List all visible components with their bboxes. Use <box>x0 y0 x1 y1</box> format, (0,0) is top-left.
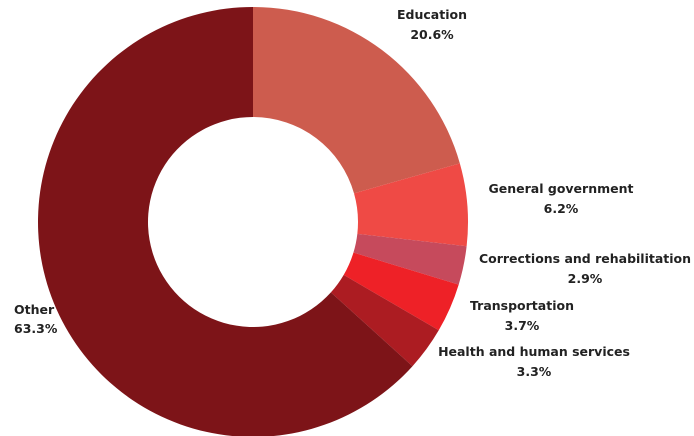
slice-other <box>38 7 413 436</box>
slice-health-and-human-services <box>330 274 439 367</box>
donut-slices <box>38 7 468 436</box>
slice-value-corrections-and-rehabilitation: 2.9% <box>568 271 603 286</box>
slice-transportation <box>343 252 459 331</box>
slice-label-education: Education <box>397 7 467 22</box>
slice-label-health-and-human-services: Health and human services <box>438 344 630 359</box>
slice-value-other: 63.3% <box>14 321 58 336</box>
slice-corrections-and-rehabilitation <box>353 233 467 285</box>
slice-labels: Education 20.6% General government 6.2% Corr… <box>14 7 691 379</box>
slice-value-transportation: 3.7% <box>505 318 540 333</box>
slice-value-education: 20.6% <box>410 27 454 42</box>
slice-label-corrections-and-rehabilitation: Corrections and rehabilitation <box>479 251 691 266</box>
slice-value-health-and-human-services: 3.3% <box>517 364 552 379</box>
slice-general-government <box>354 163 468 247</box>
slice-label-other: Other <box>14 302 55 317</box>
slice-label-general-government: General government <box>489 181 634 196</box>
slice-label-transportation: Transportation <box>470 298 574 313</box>
slice-value-general-government: 6.2% <box>544 201 579 216</box>
slice-education <box>253 7 460 194</box>
